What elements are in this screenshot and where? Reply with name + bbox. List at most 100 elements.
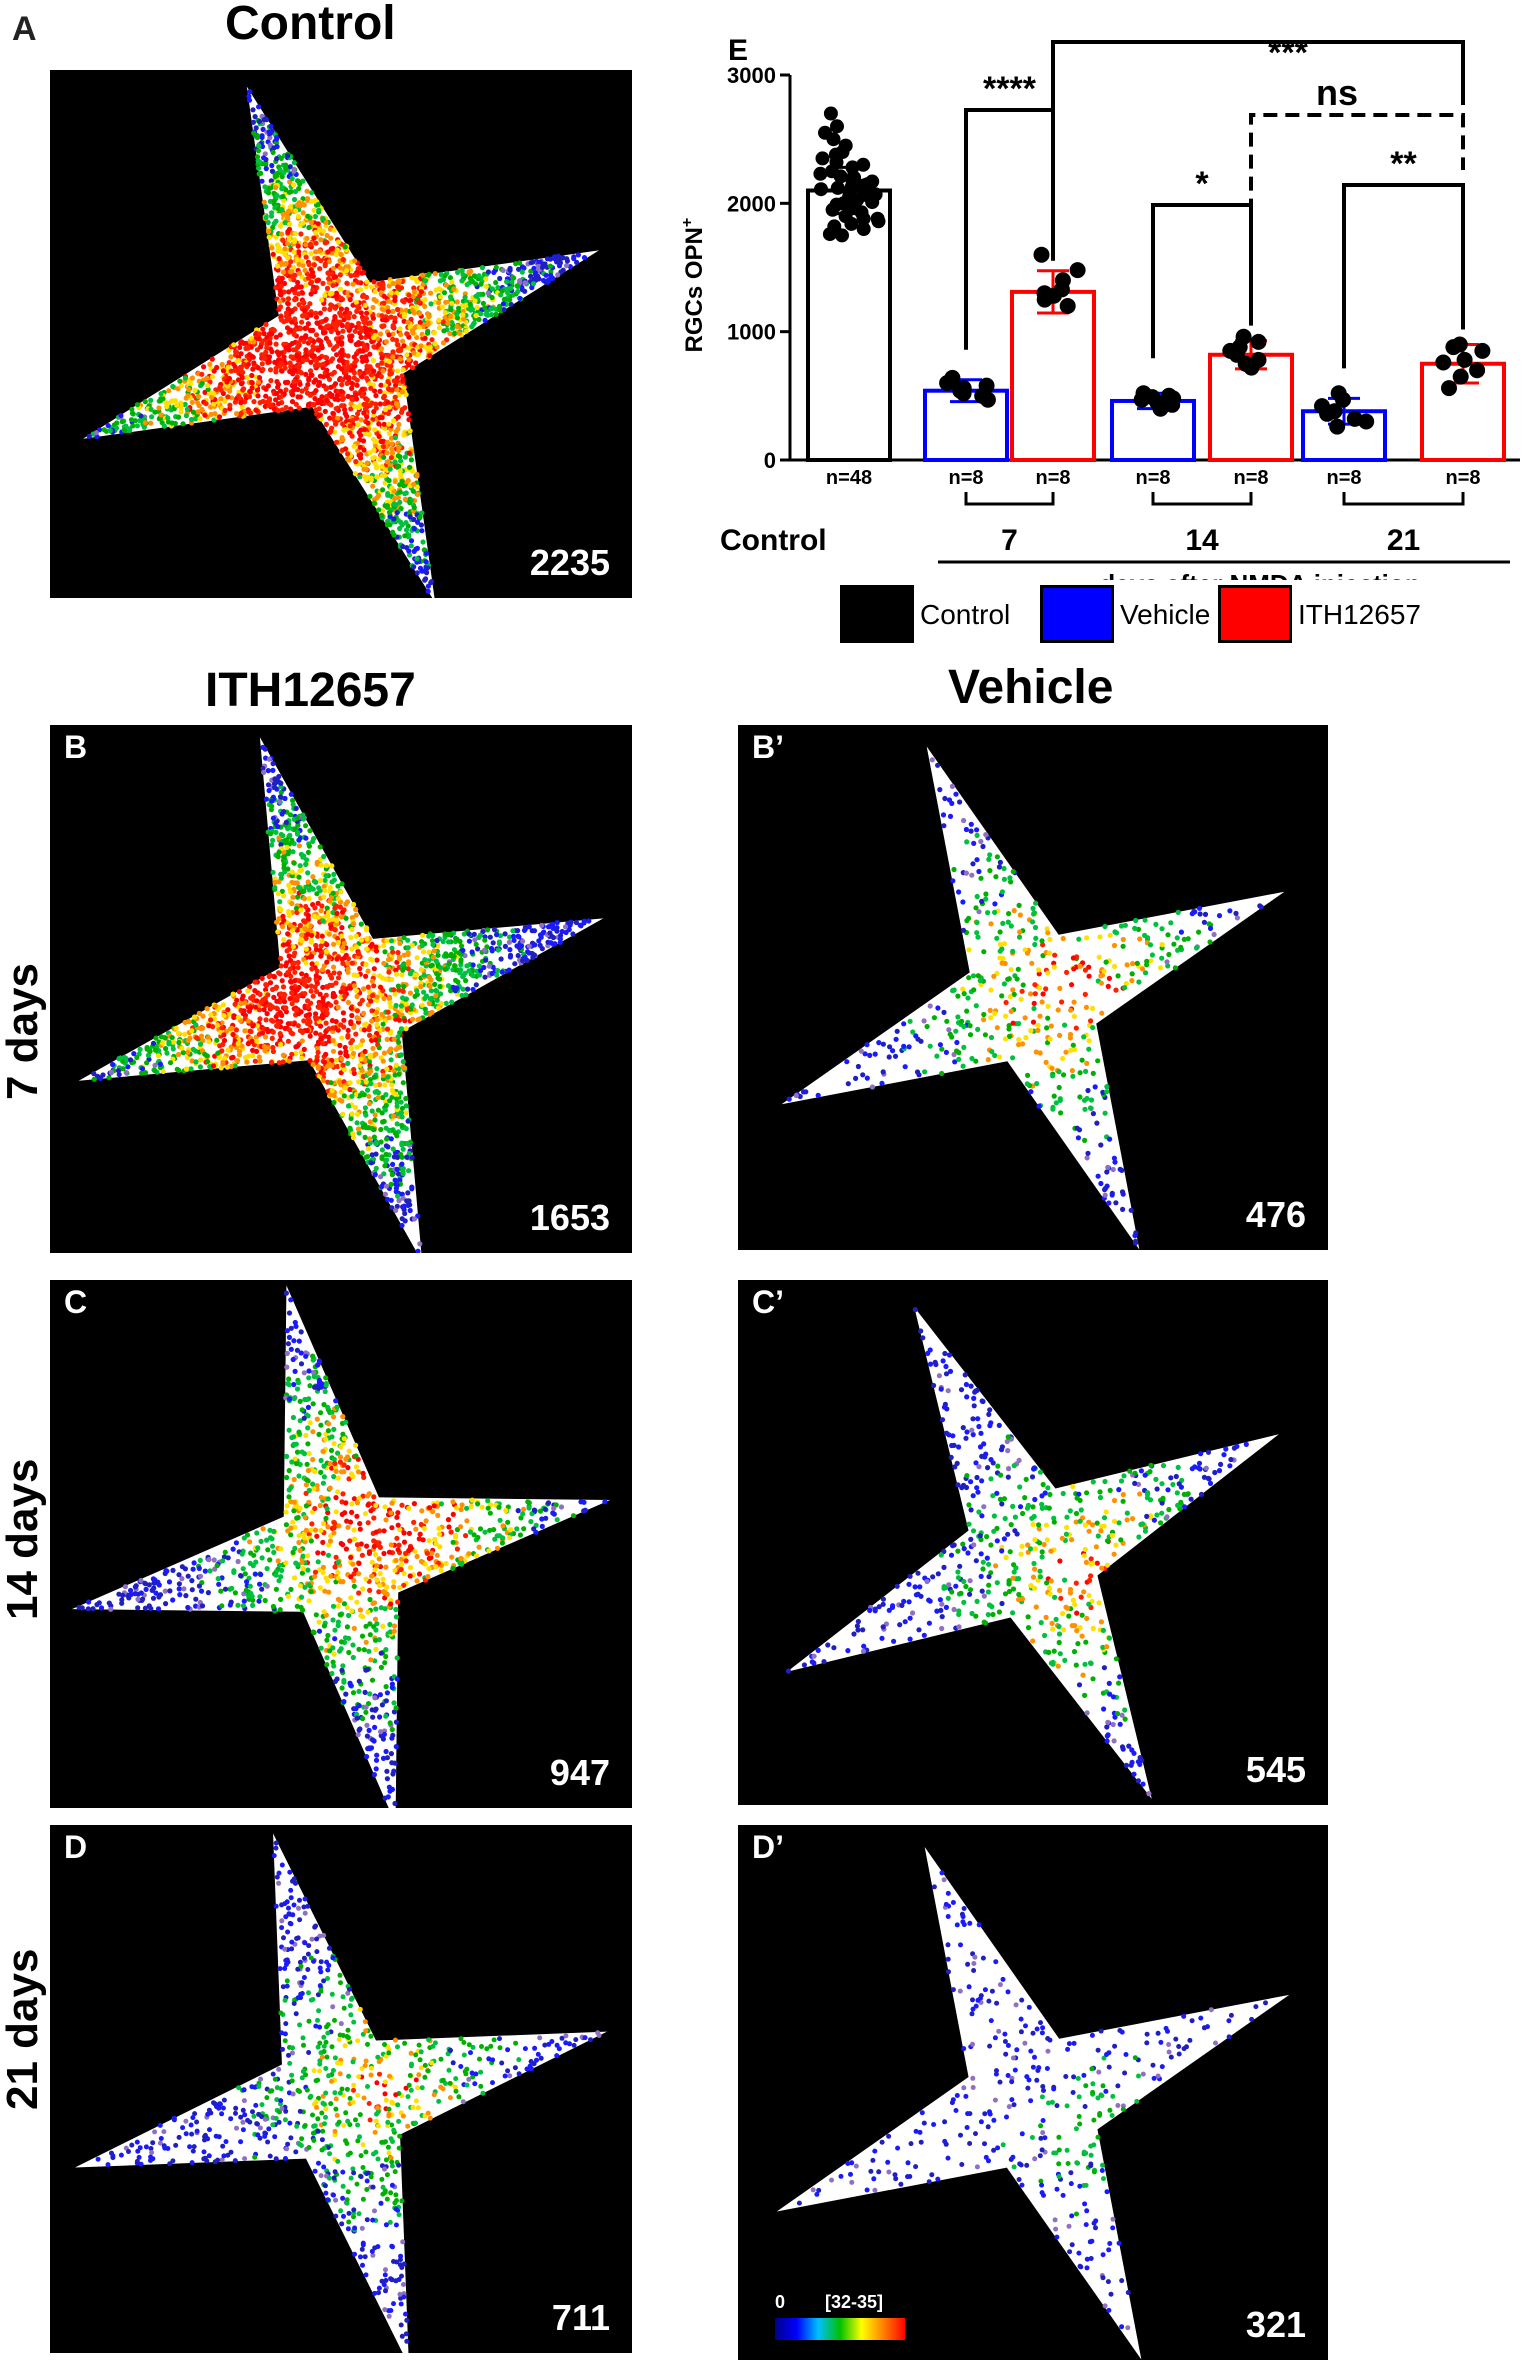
rgc-count-control: 2235	[529, 542, 610, 583]
data-point	[1250, 333, 1267, 350]
y-tick-label: 2000	[727, 191, 776, 216]
bar-chart-e: E 0 1000 2000 3000 RGCs OPN+ n=48 n=8 n=8 n=8 n=8 n…	[680, 34, 1520, 580]
group-label-21: 21	[1387, 524, 1420, 557]
data-point	[1469, 362, 1486, 379]
legend-swatch-vehicle	[1040, 585, 1114, 643]
significance-label: *	[1195, 165, 1209, 203]
data-point	[823, 106, 838, 121]
rgc-count-ith-14: 947	[549, 1752, 610, 1793]
significance-label-top: ***	[1268, 34, 1308, 72]
data-point	[830, 119, 844, 134]
rgc-count-vehicle-21: 321	[1245, 2304, 1306, 2345]
retina-map-ith-7-days: B 1653	[50, 725, 632, 1253]
data-point	[856, 157, 871, 172]
vehicle-title: Vehicle	[948, 661, 1114, 714]
data-point	[813, 166, 828, 181]
data-point	[1152, 400, 1169, 417]
n-label: n=48	[826, 467, 872, 489]
y-axis-label-sup: +	[680, 218, 696, 227]
n-label: n=8	[1445, 467, 1480, 489]
panel-label-b: B	[64, 729, 88, 765]
data-point	[1133, 391, 1150, 408]
row-label-14-days: 14 days	[0, 1458, 47, 1620]
significance-bracket	[1342, 183, 1465, 369]
data-point	[1441, 380, 1457, 397]
data-point	[833, 169, 848, 184]
data-point	[1036, 291, 1053, 308]
n-label: n=8	[1233, 467, 1268, 489]
data-point	[830, 180, 845, 195]
data-point	[826, 132, 841, 147]
panel-label-e: E	[728, 34, 748, 67]
retina-shape	[83, 86, 599, 598]
rgc-count-vehicle-7: 476	[1245, 1194, 1306, 1235]
data-point	[814, 182, 828, 197]
panel-label-c: C	[64, 1284, 88, 1320]
data-point	[865, 195, 880, 210]
retina-shape	[78, 737, 604, 1253]
data-point	[1452, 368, 1469, 385]
panel-label-d: D	[64, 1829, 88, 1865]
retina-map-vehicle-7-days: B’ 476	[738, 725, 1328, 1250]
legend-label-ith: ITH12657	[1298, 599, 1421, 630]
data-point	[1243, 359, 1260, 376]
rgc-count-ith-7: 1653	[529, 1197, 610, 1238]
retina-shape	[74, 1833, 608, 2353]
significance-bracket-top	[1051, 40, 1465, 161]
y-tick-label: 1000	[727, 320, 776, 345]
legend-label-control: Control	[920, 599, 1011, 630]
y-axis-label: RGCs OPN+	[680, 218, 708, 353]
data-point	[1456, 351, 1473, 368]
colorbar-max-label: [32-35]	[825, 2292, 884, 2312]
data-point	[844, 216, 859, 231]
group-label-7: 7	[1001, 524, 1018, 557]
n-label: n=8	[948, 467, 983, 489]
y-tick-label: 3000	[727, 63, 776, 88]
panel-label-b-prime: B’	[752, 729, 784, 765]
data-point	[1033, 246, 1050, 263]
data-point	[1059, 298, 1076, 314]
rgc-count-ith-21: 711	[551, 2297, 610, 2338]
panel-label-d-prime: D’	[752, 1829, 784, 1865]
data-point	[1358, 413, 1375, 430]
data-point	[955, 385, 972, 402]
bar-ith12657-7	[1010, 289, 1096, 462]
bar-control-control	[806, 188, 892, 462]
significance-label-ns: ns	[1316, 72, 1358, 113]
group-label-14: 14	[1185, 524, 1219, 557]
group-bracket	[964, 492, 1055, 506]
retina-shape	[781, 746, 1285, 1250]
legend-swatch-ith	[1218, 585, 1292, 643]
control-title: Control	[225, 0, 396, 50]
n-label: n=8	[1326, 467, 1361, 489]
data-point	[825, 202, 840, 217]
ith-title: ITH12657	[205, 664, 416, 717]
group-bracket	[1342, 492, 1465, 506]
legend-label-vehicle: Vehicle	[1120, 599, 1211, 630]
data-point	[1474, 342, 1491, 359]
retina-shape	[71, 1285, 611, 1808]
significance-bracket	[964, 108, 1055, 350]
data-point	[939, 375, 956, 391]
row-label-21-days: 21 days	[0, 1948, 47, 2110]
data-point	[856, 222, 871, 236]
data-point	[856, 211, 871, 226]
legend-swatch-control	[840, 585, 914, 643]
retina-map-vehicle-14-days: C’ 545	[738, 1280, 1328, 1805]
data-point	[822, 227, 837, 242]
colorbar	[775, 2318, 905, 2340]
rgc-count-vehicle-14: 545	[1245, 1749, 1306, 1790]
data-point	[1435, 354, 1452, 371]
data-point	[1445, 339, 1462, 356]
group-label-control: Control	[720, 524, 827, 557]
data-point	[979, 391, 996, 408]
retina-shape	[785, 1307, 1279, 1799]
data-point	[1335, 391, 1351, 408]
y-tick-label: 0	[764, 448, 776, 473]
n-label: n=8	[1135, 467, 1170, 489]
colorbar-min-label: 0	[775, 2292, 786, 2312]
n-label: n=8	[1035, 467, 1070, 489]
legend: Control Vehicle ITH12657	[840, 585, 1440, 655]
data-point	[870, 211, 885, 226]
significance-label: ****	[983, 70, 1037, 108]
